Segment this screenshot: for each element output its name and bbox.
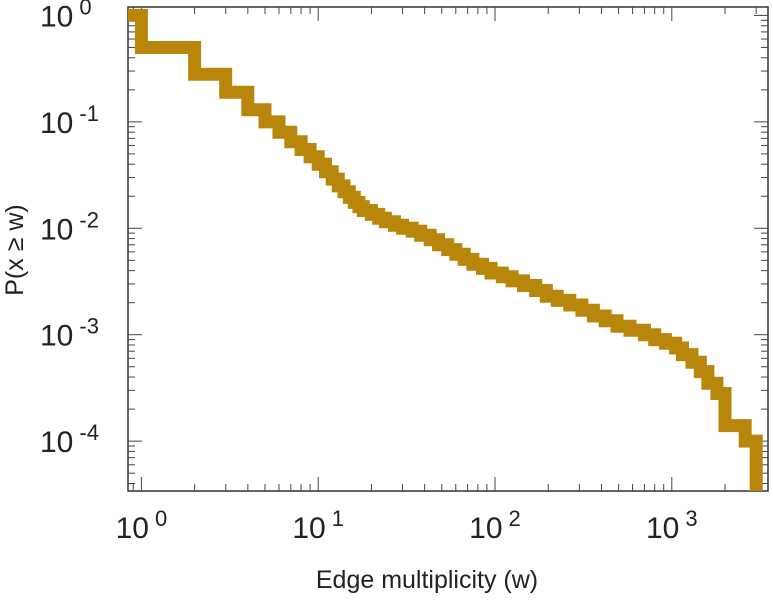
x-tick-base: 10	[646, 512, 679, 545]
y-axis-label: P(x ≥ w)	[1, 204, 29, 296]
y-tick-exponent: -2	[79, 207, 99, 232]
y-tick-label: 10 0	[40, 0, 92, 33]
y-tick-label: 10 -3	[40, 314, 99, 353]
y-tick-exponent: -1	[79, 101, 99, 126]
plot-frame	[127, 6, 769, 492]
y-tick-base: 10	[40, 320, 73, 353]
x-axis-label: Edge multiplicity (w)	[316, 566, 538, 594]
x-tick-base: 10	[469, 512, 502, 545]
data-series-line	[128, 8, 763, 491]
y-tick-base: 10	[40, 213, 73, 246]
x-tick-exponent: 2	[509, 506, 521, 531]
y-tick-exponent: 0	[79, 0, 91, 19]
series-layer	[128, 8, 763, 491]
x-tick-exponent: 3	[685, 506, 697, 531]
y-tick-label: 10 -2	[40, 207, 99, 246]
x-tick-base: 10	[292, 512, 325, 545]
x-tick-labels: 10 0 10 1 10 2 10 3	[116, 506, 698, 545]
x-tick-label: 10 0	[116, 506, 168, 545]
x-tick-exponent: 1	[332, 506, 344, 531]
x-tick-base: 10	[116, 512, 149, 545]
minor-ticks	[128, 7, 768, 491]
y-tick-exponent: -3	[79, 314, 99, 339]
y-tick-label: 10 -4	[40, 420, 99, 459]
x-tick-exponent: 0	[155, 506, 167, 531]
y-tick-label: 10 -1	[40, 101, 99, 140]
x-tick-label: 10 2	[469, 506, 521, 545]
x-tick-label: 10 3	[646, 506, 698, 545]
y-tick-exponent: -4	[79, 420, 99, 445]
y-tick-base: 10	[40, 107, 73, 140]
y-tick-base: 10	[40, 426, 73, 459]
y-tick-base: 10	[40, 0, 73, 33]
x-tick-label: 10 1	[292, 506, 344, 545]
